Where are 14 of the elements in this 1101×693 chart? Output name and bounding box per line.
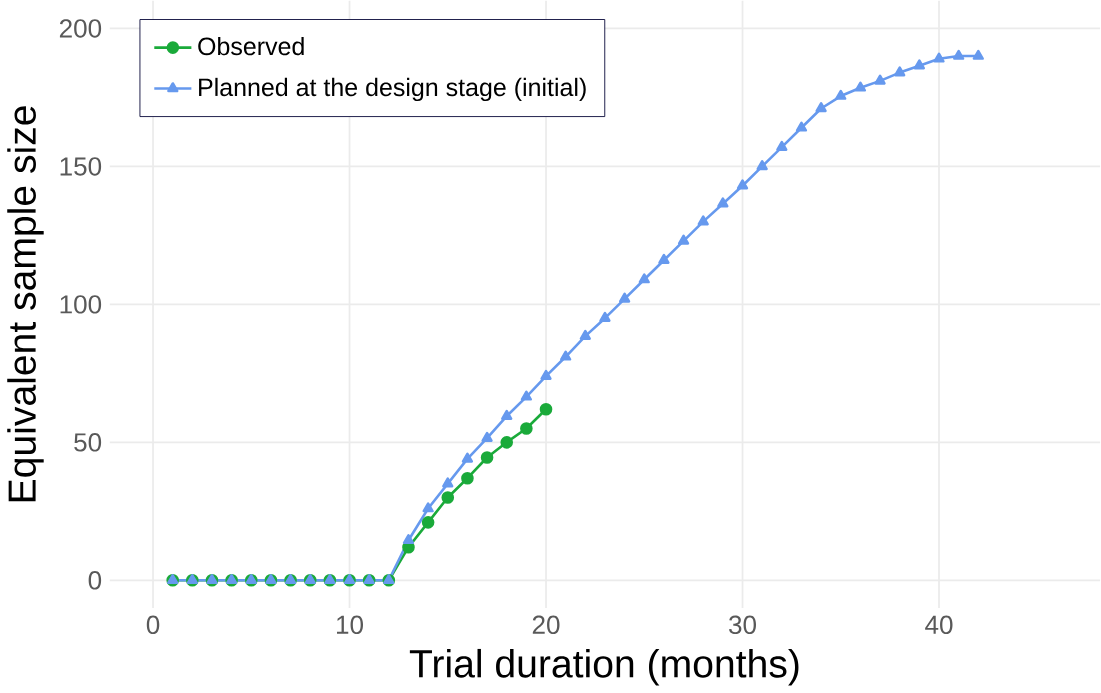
y-tick-label: 100 <box>60 295 102 314</box>
y-axis-title: Equivalent sample size <box>7 106 44 502</box>
x-tick-label: 10 <box>337 615 364 635</box>
y-tick-label: 50 <box>74 433 102 452</box>
x-tick-label: 40 <box>925 615 953 635</box>
y-tick-label: 200 <box>59 19 102 38</box>
x-tick-label: 20 <box>532 615 560 635</box>
y-tick-label: 150 <box>60 157 102 176</box>
legend-label: Observed <box>198 37 304 56</box>
legend-label: Planned at the design stage (initial) <box>199 78 586 102</box>
x-tick-label: 0 <box>146 615 160 635</box>
y-tick-label: 0 <box>88 571 102 590</box>
x-axis-title: Trial duration (months) <box>409 649 799 686</box>
x-tick-label: 30 <box>729 615 757 635</box>
